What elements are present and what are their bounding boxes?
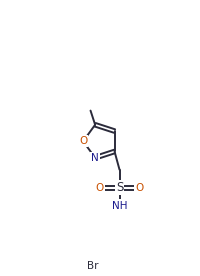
Text: Br: Br [87,261,98,270]
Text: O: O [95,183,103,193]
Text: S: S [115,181,123,194]
Text: O: O [79,136,87,146]
Text: O: O [135,183,143,193]
Text: N: N [91,153,99,163]
Text: NH: NH [111,201,127,211]
